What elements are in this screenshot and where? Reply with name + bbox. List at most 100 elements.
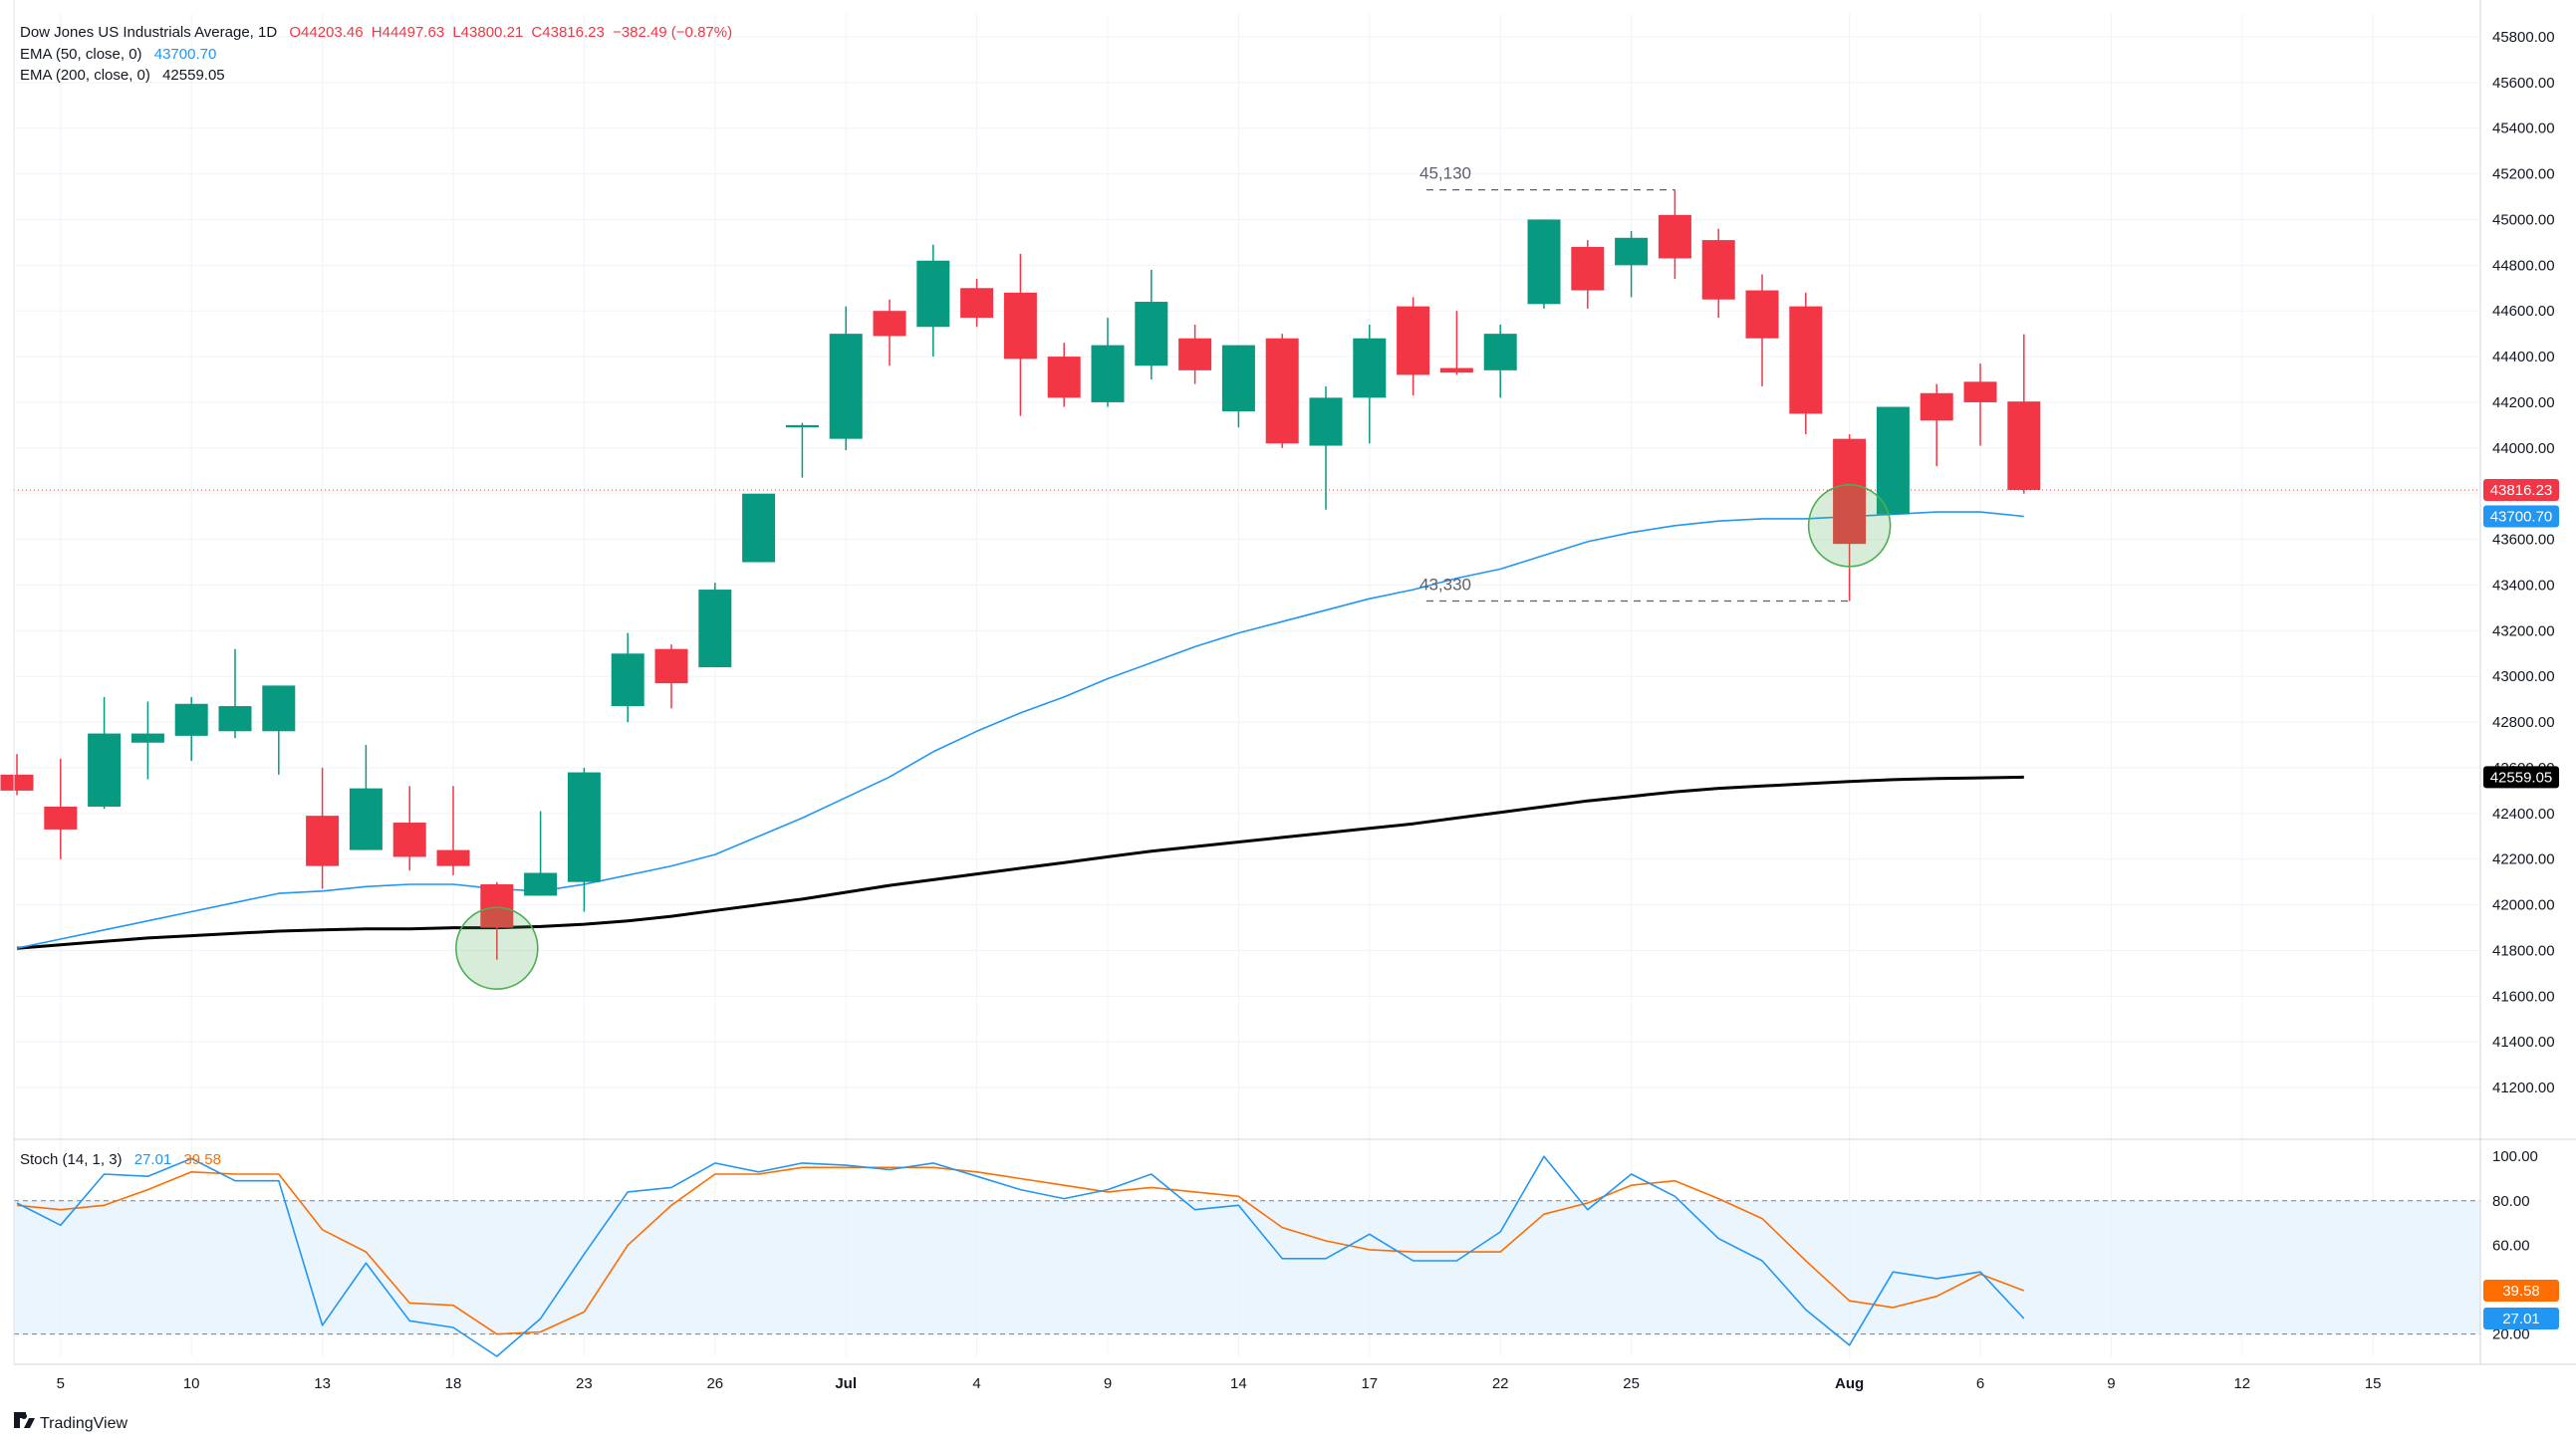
- candle-body: [2007, 401, 2041, 490]
- stoch-k-badge: 27.01: [2483, 1308, 2559, 1330]
- candle-body: [1003, 292, 1037, 360]
- candle-body: [1963, 381, 1997, 402]
- price-tick-label: 43200.00: [2492, 622, 2555, 639]
- legend: Dow Jones US Industrials Average, 1D O44…: [20, 24, 732, 1168]
- candle-up: [1483, 324, 1517, 398]
- candle-body: [873, 311, 906, 337]
- price-tick-label: 44800.00: [2492, 257, 2555, 274]
- stoch-overbought-oversold-band: [14, 1200, 2480, 1335]
- candle-up: [1876, 406, 1910, 515]
- candle-body: [1615, 237, 1649, 266]
- price-tick-label: 43400.00: [2492, 577, 2555, 594]
- candle-down: [1003, 253, 1037, 416]
- price-tick-label: 42400.00: [2492, 806, 2555, 823]
- candle-body: [480, 883, 514, 928]
- candle-body: [174, 703, 208, 736]
- legend-ema50-value: 43700.70: [154, 46, 217, 63]
- stoch-tick-label: 60.00: [2492, 1237, 2530, 1254]
- time-tick-label: 12: [2233, 1375, 2250, 1392]
- candle-down: [1047, 343, 1081, 407]
- candle-body: [1091, 345, 1125, 402]
- candle-down: [960, 279, 994, 328]
- candle-body: [218, 706, 252, 732]
- candle-down: [1833, 434, 1867, 601]
- price-tick-label: 44200.00: [2492, 394, 2555, 411]
- legend-ema200-label: EMA (200, close, 0): [20, 67, 150, 84]
- ema200-badge: 42559.05: [2483, 766, 2559, 789]
- candle-down: [1439, 311, 1473, 375]
- price-tick-label: 44600.00: [2492, 303, 2555, 320]
- candle-body: [567, 772, 601, 882]
- candle-body: [960, 288, 994, 319]
- candle-down: [436, 786, 470, 875]
- ema50-polyline: [16, 511, 2024, 949]
- tradingview-logo[interactable]: TradingView: [14, 1412, 128, 1432]
- candle-up: [611, 632, 644, 723]
- candle-body: [829, 334, 863, 439]
- time-tick-label: 22: [1492, 1375, 1509, 1392]
- ema200-line: [16, 775, 2024, 950]
- candle-down: [2007, 334, 2041, 494]
- legend-stoch: Stoch (14, 1, 3) 27.01 39.58: [20, 1151, 221, 1168]
- time-tick-label: 15: [2365, 1375, 2382, 1392]
- stoch-d-badge-bg: [2483, 1279, 2559, 1302]
- candle-up: [1091, 318, 1125, 407]
- ema50-touch-circle: [1807, 484, 1892, 568]
- time-tick-label: Jul: [835, 1375, 857, 1392]
- candle-down: [1571, 240, 1605, 309]
- ema200-badge-text: 42559.05: [2490, 769, 2553, 786]
- candle-body: [1047, 357, 1081, 398]
- candle-down: [873, 299, 906, 366]
- legend-title: Dow Jones US Industrials Average, 1D: [20, 24, 277, 41]
- time-tick-label: 9: [1104, 1375, 1112, 1392]
- price-tick-label: 44000.00: [2492, 440, 2555, 457]
- price-tick-label: 42200.00: [2492, 851, 2555, 868]
- ema50-line: [16, 511, 2024, 949]
- candle-body: [1571, 246, 1605, 291]
- candle-body: [1701, 240, 1735, 300]
- legend-change: −382.49 (−0.87%): [613, 24, 732, 41]
- price-tick-label: 41600.00: [2492, 988, 2555, 1005]
- candle-body: [1527, 219, 1561, 305]
- ema200-touch-circle: [454, 906, 539, 990]
- legend-ema200-value: 42559.05: [162, 67, 225, 84]
- price-tick-label: 45200.00: [2492, 166, 2555, 183]
- candle-up: [524, 811, 558, 896]
- tradingview-logo-icon: [14, 1412, 35, 1428]
- candle-body: [262, 685, 296, 732]
- candle-body: [88, 733, 122, 807]
- legend-title-line: Dow Jones US Industrials Average, 1D O44…: [20, 24, 732, 41]
- candle-body: [785, 424, 819, 428]
- legend-close: C43816.23: [531, 24, 604, 41]
- stoch-tick-label: 80.00: [2492, 1193, 2530, 1210]
- time-tick-label: 25: [1623, 1375, 1640, 1392]
- last-price-badge-text: 43816.23: [2490, 482, 2553, 499]
- candle-body: [698, 590, 732, 668]
- price-tick-label: 42000.00: [2492, 897, 2555, 914]
- candle-down: [1920, 383, 1953, 467]
- price-tick-label: 41400.00: [2492, 1034, 2555, 1051]
- candle-up: [1353, 324, 1387, 444]
- ema50-badge-bg: [2483, 505, 2559, 528]
- price-tick-label: 44400.00: [2492, 349, 2555, 365]
- candle-up: [218, 648, 252, 739]
- grid-lines: [14, 14, 2480, 1356]
- stoch-d-line: [16, 1166, 2025, 1335]
- candle-up: [1309, 385, 1343, 510]
- candle-up: [174, 696, 208, 762]
- candle-down: [44, 758, 78, 859]
- candle-body: [1920, 392, 1953, 421]
- last-price-badge-bg: [2483, 478, 2559, 501]
- last-price-badge: 43816.23: [2483, 478, 2559, 501]
- time-tick-label: Aug: [1835, 1375, 1864, 1392]
- stoch-band-fill: [14, 1200, 2480, 1334]
- price-tick-label: 41200.00: [2492, 1080, 2555, 1096]
- candle-up: [567, 767, 601, 912]
- candle-body: [1397, 306, 1430, 375]
- time-tick-label: 4: [972, 1375, 980, 1392]
- price-tick-label: 45800.00: [2492, 29, 2555, 46]
- candle-body: [916, 260, 950, 328]
- candle-body: [611, 653, 644, 707]
- candle-body: [436, 849, 470, 866]
